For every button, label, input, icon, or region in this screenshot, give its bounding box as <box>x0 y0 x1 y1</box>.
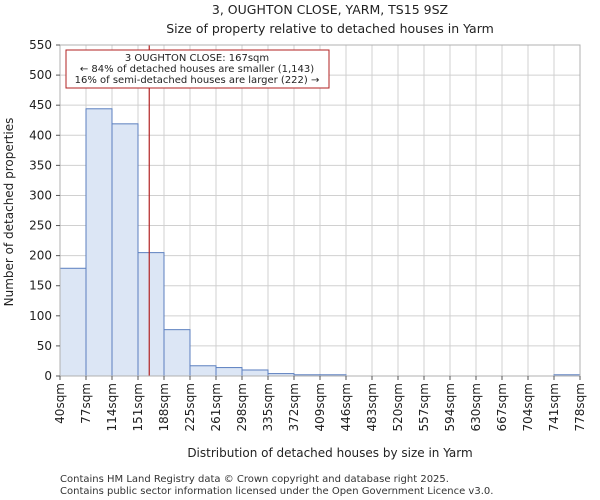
x-tick-label: 335sqm <box>261 383 275 431</box>
x-tick-label: 594sqm <box>443 383 457 431</box>
y-tick-label: 400 <box>29 128 52 142</box>
x-tick-label: 741sqm <box>547 383 561 431</box>
bar-114sqm <box>111 123 139 377</box>
y-axis-label: Number of detached properties <box>2 118 16 307</box>
y-tick-label: 300 <box>29 188 52 202</box>
bar-298sqm <box>241 369 269 377</box>
annotation-line-3: 16% of semi-detached houses are larger (… <box>75 75 320 86</box>
bar-188sqm <box>163 329 191 377</box>
x-tick-label: 372sqm <box>287 383 301 431</box>
y-tick-label: 100 <box>29 309 52 323</box>
bar-40sqm <box>59 267 87 377</box>
x-tick-label: 446sqm <box>339 383 353 431</box>
bars <box>59 108 581 377</box>
x-tick-label: 704sqm <box>521 383 535 431</box>
y-tick-label: 550 <box>29 38 52 52</box>
x-tick-label: 261sqm <box>209 383 223 431</box>
x-tick-label: 188sqm <box>157 383 171 431</box>
chart-subtitle: Size of property relative to detached ho… <box>166 21 494 36</box>
y-tick-label: 50 <box>37 339 52 353</box>
x-tick-label: 151sqm <box>131 383 145 431</box>
x-tick-label: 298sqm <box>235 383 249 431</box>
y-tick-label: 450 <box>29 98 52 112</box>
annotation-box <box>65 49 330 89</box>
x-tick-label: 77sqm <box>79 383 93 424</box>
annotation-line-1: 3 OUGHTON CLOSE: 167sqm <box>125 53 269 64</box>
annotation-line-2: ← 84% of detached houses are smaller (1,… <box>80 64 314 75</box>
y-tick-label: 350 <box>29 158 52 172</box>
x-ticks: 40sqm 77sqm 114sqm 151sqm 188sqm 225sqm 261sqm… <box>53 376 587 431</box>
y-tick-label: 0 <box>44 369 52 383</box>
y-ticks: 0 50 100 150 200 250 300 350 400 450 500 550 <box>29 38 60 383</box>
bar-261sqm <box>215 367 243 377</box>
x-tick-label: 409sqm <box>313 383 327 431</box>
y-tick-label: 150 <box>29 279 52 293</box>
x-tick-label: 778sqm <box>573 383 587 431</box>
bar-225sqm <box>189 365 217 377</box>
x-axis-label: Distribution of detached houses by size … <box>187 446 472 460</box>
x-tick-label: 114sqm <box>105 383 119 431</box>
x-tick-label: 225sqm <box>183 383 197 431</box>
y-tick-label: 500 <box>29 68 52 82</box>
x-tick-label: 667sqm <box>495 383 509 431</box>
x-tick-label: 520sqm <box>391 383 405 431</box>
x-tick-label: 630sqm <box>469 383 483 431</box>
x-tick-label: 40sqm <box>53 383 67 424</box>
footer-line-2: Contains public sector information licen… <box>60 486 493 497</box>
y-tick-label: 200 <box>29 249 52 263</box>
marker: 3 OUGHTON CLOSE: 167sqm← 84% of detached… <box>65 45 330 376</box>
chart-title: 3, OUGHTON CLOSE, YARM, TS15 9SZ <box>212 2 448 17</box>
bar-151sqm <box>137 252 165 377</box>
x-tick-label: 483sqm <box>365 383 379 431</box>
bar-77sqm <box>85 108 113 377</box>
footer-line-1: Contains HM Land Registry data © Crown c… <box>60 474 449 485</box>
x-tick-label: 557sqm <box>417 383 431 431</box>
y-tick-label: 250 <box>29 219 52 233</box>
